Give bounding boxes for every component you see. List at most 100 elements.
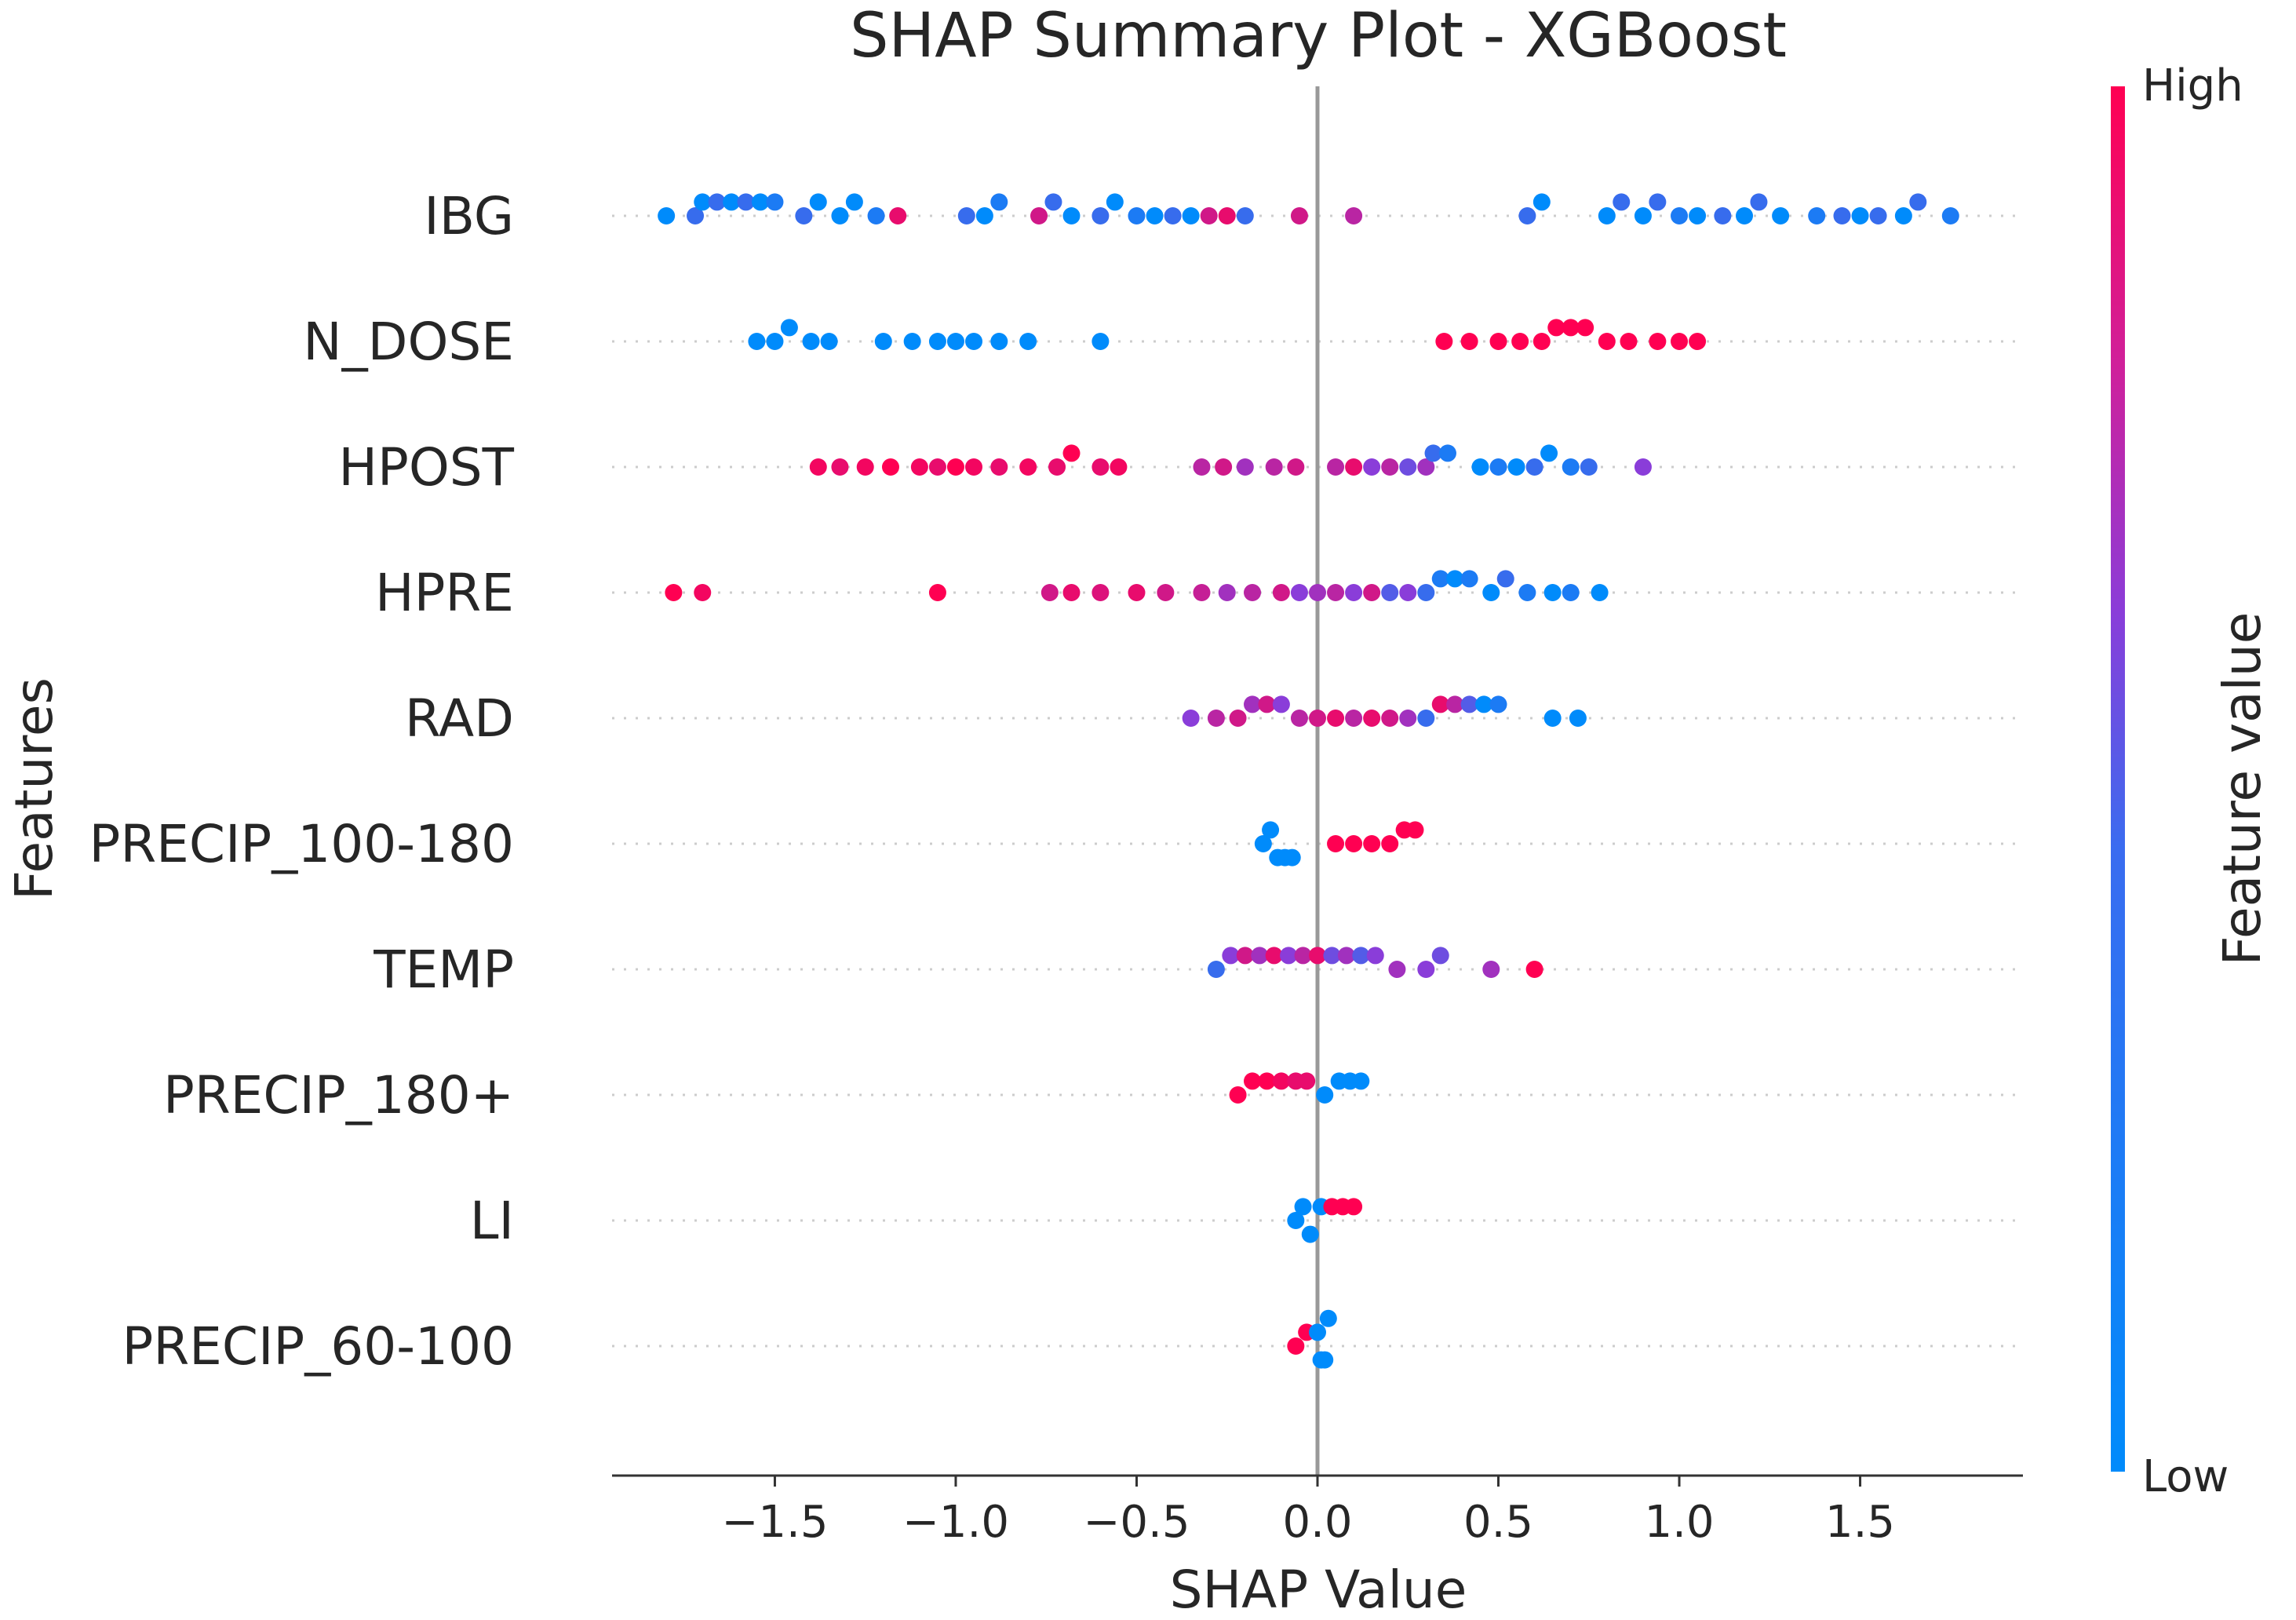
shap-point [820,333,838,350]
shap-point [1518,584,1536,601]
x-tick-label: −1.5 [721,1497,828,1548]
shap-point [1290,207,1308,224]
shap-point [1207,961,1225,978]
shap-point [1272,1072,1290,1090]
shap-point [1482,961,1500,978]
chart-title: SHAP Summary Plot - XGBoost [850,1,1787,71]
shap-point [1460,570,1478,588]
shap-point [1345,207,1363,224]
shap-point [1294,947,1312,965]
shap-point [1381,710,1399,727]
shap-point [723,193,741,211]
shap-point [1251,947,1269,965]
shap-point [946,333,964,350]
shap-point [1431,695,1449,713]
shap-point [1562,584,1580,601]
shap-point [1750,193,1768,211]
shap-point [928,584,946,601]
shap-point [1280,947,1298,965]
x-tick-label: −0.5 [1083,1497,1190,1548]
shap-point [856,458,874,476]
shap-point [1649,193,1667,211]
colorbar [2111,86,2125,1472]
shap-point [1128,207,1146,224]
shap-point [1309,1323,1326,1341]
shap-point [1193,458,1211,476]
shap-point [1482,584,1500,601]
shap-point [1092,458,1110,476]
feature-label: IBG [424,186,514,246]
shap-point [1532,193,1551,211]
feature-label: LI [470,1191,514,1251]
shap-point [889,207,907,224]
shap-point [965,333,983,350]
shap-point [1229,710,1247,727]
shap-point [910,458,928,476]
shap-point [1363,458,1381,476]
shap-point [928,458,946,476]
shap-point [1489,458,1507,476]
shap-point [1894,207,1912,224]
x-tick-label: 0.5 [1463,1497,1533,1548]
shap-point [1388,961,1406,978]
shap-point [1272,695,1290,713]
shap-point [1327,710,1345,727]
shap-point [1352,1072,1370,1090]
shap-point [1540,444,1558,462]
shap-point [1363,584,1381,601]
shap-point [665,584,683,601]
shap-point [990,458,1008,476]
y-axis-label: Features [4,677,64,900]
shap-point [1435,333,1453,350]
shap-point [990,193,1008,211]
shap-point [1714,207,1732,224]
shap-point [903,333,921,350]
feature-label: PRECIP_100-180 [89,814,514,874]
shap-point [1649,333,1667,350]
shap-point [1182,207,1200,224]
shap-point [1265,458,1283,476]
shap-point [1569,710,1587,727]
shap-point [1671,207,1689,224]
shap-point [1309,947,1326,965]
shap-point [1399,710,1417,727]
shap-point [1062,584,1081,601]
shap-point [795,207,813,224]
feature-label: N_DOSE [303,312,514,372]
shap-point [1229,1086,1247,1104]
feature-label: PRECIP_60-100 [122,1316,514,1377]
shap-point [1044,193,1062,211]
shap-point [1460,333,1478,350]
shap-point [1236,947,1254,965]
shap-point [1316,1086,1334,1104]
shap-point [694,193,712,211]
shap-point [1736,207,1754,224]
shap-point [1265,947,1283,965]
shap-point [1598,333,1616,350]
shap-point [1475,695,1493,713]
shap-point [1869,207,1887,224]
x-tick-label: 0.0 [1282,1497,1352,1548]
shap-point [1262,821,1280,839]
shap-point [1489,333,1507,350]
shap-point [965,458,983,476]
shap-point [946,458,964,476]
shap-point [1518,207,1536,224]
shap-point [1399,458,1417,476]
shap-point [1417,710,1435,727]
shap-point [1345,1198,1363,1216]
shap-point [831,458,849,476]
shap-point [1319,1309,1337,1327]
shap-point [1287,1212,1305,1229]
shap-point [1316,1351,1334,1369]
shap-point [1381,835,1399,852]
shap-point [1294,1198,1312,1216]
shap-point [1345,458,1363,476]
shap-point [1689,207,1707,224]
shap-point [1671,333,1689,350]
shap-point [780,319,798,337]
shap-point [1327,584,1345,601]
shap-point [990,333,1008,350]
shap-point [1352,947,1370,965]
